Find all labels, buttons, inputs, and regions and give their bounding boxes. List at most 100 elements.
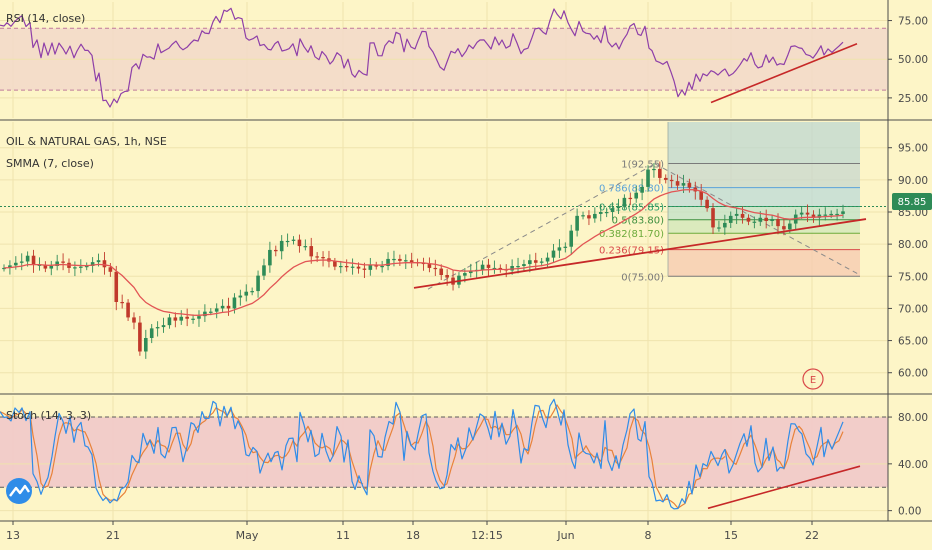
smma-line [3, 188, 844, 316]
time-tick-label: 13 [6, 529, 20, 542]
candle-body [551, 250, 556, 258]
candle-body [43, 264, 48, 269]
candle-body [522, 264, 526, 266]
candle-body [569, 230, 574, 247]
candle-body [604, 212, 609, 214]
rsi-line [362, 8, 726, 98]
candle-body [309, 246, 314, 257]
fib-level-label: 0.382(81.70) [599, 229, 664, 240]
candle-body [829, 213, 833, 216]
fib-zone [668, 163, 860, 188]
candle-body [528, 260, 532, 265]
candle-body [84, 266, 89, 268]
candle-body [717, 227, 721, 229]
candle-body [752, 221, 757, 223]
candle-body [480, 264, 485, 270]
earnings-marker-circle [802, 368, 824, 390]
time-tick-label: Jun [556, 529, 574, 542]
time-tick-label: 18 [406, 529, 420, 542]
candle-body [463, 273, 467, 276]
candle-body [238, 295, 243, 298]
candle-body [439, 268, 444, 275]
candle-body [628, 197, 633, 200]
price-tick-label: 75.00 [898, 16, 928, 28]
candle-body [533, 260, 538, 263]
price-title: OIL & NATURAL GAS, 1h, NSE [6, 135, 167, 148]
stoch-title: Stoch (14, 3, 3) [6, 409, 91, 422]
candle-body [268, 249, 272, 266]
fib-level-label: 0(75.00) [621, 272, 664, 283]
candle-body [149, 328, 154, 338]
candle-body [398, 258, 402, 261]
price-tick-label: 0.00 [898, 506, 921, 518]
candle-body [823, 214, 828, 216]
candle-body [539, 261, 544, 263]
rsi-panel[interactable]: 75.00 50.00 25.00 [0, 2, 928, 118]
time-tick-label: 8 [645, 529, 652, 542]
candle-body [392, 258, 396, 261]
candle-body [79, 266, 83, 268]
candle-body [2, 267, 6, 270]
candle-body [516, 266, 520, 268]
price-tick-label: 25.00 [898, 93, 928, 105]
candle-body [492, 267, 497, 270]
fib-zone [668, 219, 860, 234]
stoch-d-line [0, 407, 364, 502]
candle-body [291, 239, 296, 241]
candle-body [433, 267, 438, 270]
candle-body [817, 214, 822, 218]
candle-body [14, 262, 18, 266]
candle-body [445, 275, 449, 278]
candle-body [811, 214, 816, 218]
candle-body [788, 223, 792, 230]
candle-body [557, 247, 562, 251]
price-tick-label: 90.00 [898, 175, 928, 187]
candle-body [734, 213, 739, 216]
price-tick-label: 75.00 [898, 271, 928, 283]
candle-body [55, 261, 59, 266]
candle-body [214, 308, 219, 312]
candle-body [687, 183, 692, 188]
candle-body [770, 219, 774, 221]
candle-body [468, 270, 473, 274]
last-price-tag-bg [892, 193, 932, 210]
candle-body [256, 275, 260, 292]
candle-body [226, 305, 231, 309]
last-price-value: 85.85 [898, 197, 927, 208]
candle-body [120, 302, 124, 304]
candle-body [782, 226, 786, 230]
stoch-k-line [0, 400, 364, 504]
candle-body [350, 266, 355, 268]
candle-body [409, 260, 414, 263]
candle-body [646, 169, 650, 187]
candle-body [102, 260, 107, 268]
tradingview-logo[interactable] [6, 478, 32, 504]
candle-body [740, 213, 745, 218]
candle-body [616, 206, 621, 209]
price-tick-label: 80.00 [898, 412, 928, 424]
candle-body [681, 183, 686, 186]
candle-body [705, 199, 709, 209]
candle-body [315, 256, 319, 258]
candle-body [273, 249, 278, 252]
time-tick-label: May [236, 529, 259, 542]
candle-body [598, 212, 603, 214]
fib-level-label: 1(92.55) [621, 159, 664, 170]
candle-body [197, 316, 201, 319]
price-panel[interactable]: 95.0090.0085.0080.0075.0070.0065.0060.00… [0, 122, 928, 392]
candle-body [167, 317, 172, 326]
candle-body [841, 211, 845, 214]
candle-body [203, 311, 207, 317]
candle-body [126, 302, 130, 318]
earnings-marker[interactable]: E [802, 368, 824, 390]
candle-body [699, 191, 703, 200]
time-tick-label: 12:15 [471, 529, 503, 542]
fib-level-label: 0.5(83.80) [612, 216, 664, 227]
candle-body [545, 257, 550, 262]
stoch-panel[interactable]: 80.00 40.00 0.00 [0, 396, 928, 520]
candle-body [321, 257, 325, 259]
candle-body [805, 212, 810, 215]
candle-body [362, 268, 367, 270]
